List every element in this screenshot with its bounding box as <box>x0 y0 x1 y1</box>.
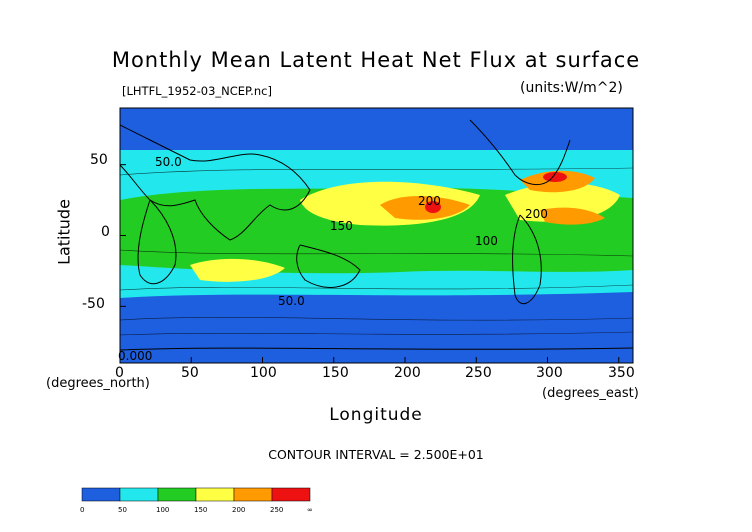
y-tick-label: 50 <box>90 152 108 168</box>
contour-label: 50.0 <box>278 294 305 308</box>
contour-label-group: 50.0 100 150 200 50.0 200 0.000 <box>118 155 548 363</box>
colorbar-end-label: ∞ <box>307 506 313 514</box>
colorbar-label: 0 <box>80 506 85 514</box>
coastlines <box>120 119 633 351</box>
x-tick-label: 350 <box>608 365 635 381</box>
x-tick-label: 0 <box>115 365 124 381</box>
x-tick-label: 50 <box>181 365 199 381</box>
colorbar-label: 100 <box>156 506 170 514</box>
colorbar-label: 150 <box>194 506 208 514</box>
contour-interval-label: CONTOUR INTERVAL = 2.500E+01 <box>268 447 484 462</box>
heat-flux-field <box>120 108 633 363</box>
field-patch-200-tropatl <box>540 207 605 225</box>
field-band-100 <box>120 187 633 274</box>
colorbar-label: 250 <box>270 506 284 514</box>
chart-title: Monthly Mean Latent Heat Net Flux at sur… <box>111 48 641 72</box>
contour-label: 200 <box>418 194 441 208</box>
contour-lines <box>120 167 633 336</box>
colorbar-label: 200 <box>232 506 246 514</box>
contour-label: 150 <box>330 219 353 233</box>
x-tick-label: 150 <box>322 365 349 381</box>
x-tick-label: 200 <box>394 365 421 381</box>
x-tick-label: 100 <box>250 365 277 381</box>
field-max-gulfstream <box>543 172 567 182</box>
source-file-label: [LHTFL_1952-03_NCEP.nc] <box>122 84 272 98</box>
y-unit-label: (degrees_north) <box>46 376 150 391</box>
y-tick-label: -50 <box>82 296 105 312</box>
x-tick-label: 300 <box>536 365 563 381</box>
field-patch-150-indian <box>190 258 285 282</box>
field-max-pacific <box>425 201 441 213</box>
field-band-southern <box>120 292 633 363</box>
x-axis-label: Longitude <box>329 405 423 425</box>
units-label: (units:W/m^2) <box>520 80 623 96</box>
field-patch-200-pacific <box>380 195 470 220</box>
contour-label: 200 <box>525 207 548 221</box>
field-band-northern <box>120 108 633 145</box>
x-tick-label: 250 <box>465 365 492 381</box>
x-unit-label: (degrees_east) <box>542 386 639 401</box>
contour-label: 0.000 <box>118 349 152 363</box>
axis-ticks <box>119 164 620 363</box>
y-tick-label: 0 <box>101 224 110 240</box>
contour-label: 50.0 <box>155 155 182 169</box>
contour-label: 100 <box>475 234 498 248</box>
colorbar-label: 50 <box>118 506 127 514</box>
